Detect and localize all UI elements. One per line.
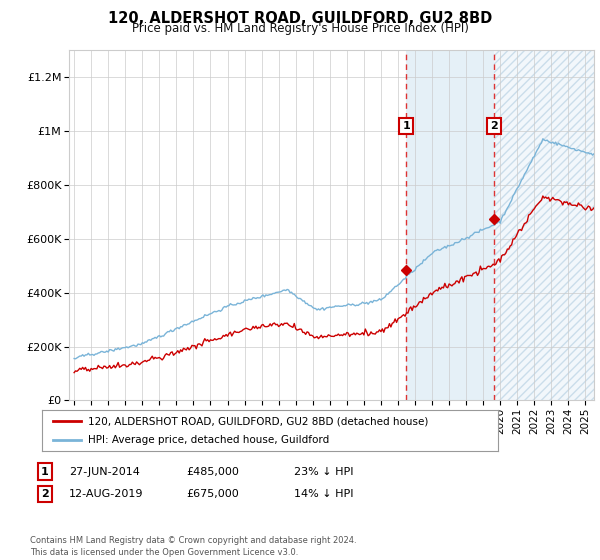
Text: 120, ALDERSHOT ROAD, GUILDFORD, GU2 8BD: 120, ALDERSHOT ROAD, GUILDFORD, GU2 8BD [108, 11, 492, 26]
Text: £675,000: £675,000 [186, 489, 239, 499]
Text: 1: 1 [403, 121, 410, 131]
Text: 2: 2 [490, 121, 497, 131]
Bar [494, 50, 594, 400]
Bar [494, 50, 594, 400]
Text: 12-AUG-2019: 12-AUG-2019 [69, 489, 143, 499]
Text: £485,000: £485,000 [186, 466, 239, 477]
Text: 120, ALDERSHOT ROAD, GUILDFORD, GU2 8BD (detached house): 120, ALDERSHOT ROAD, GUILDFORD, GU2 8BD … [88, 417, 428, 426]
Text: 1: 1 [41, 466, 49, 477]
Text: 2: 2 [41, 489, 49, 499]
Text: 14% ↓ HPI: 14% ↓ HPI [294, 489, 353, 499]
Bar [406, 50, 494, 400]
Text: 27-JUN-2014: 27-JUN-2014 [69, 466, 140, 477]
Text: Price paid vs. HM Land Registry's House Price Index (HPI): Price paid vs. HM Land Registry's House … [131, 22, 469, 35]
Text: HPI: Average price, detached house, Guildford: HPI: Average price, detached house, Guil… [88, 435, 329, 445]
Text: 23% ↓ HPI: 23% ↓ HPI [294, 466, 353, 477]
Text: Contains HM Land Registry data © Crown copyright and database right 2024.
This d: Contains HM Land Registry data © Crown c… [30, 536, 356, 557]
